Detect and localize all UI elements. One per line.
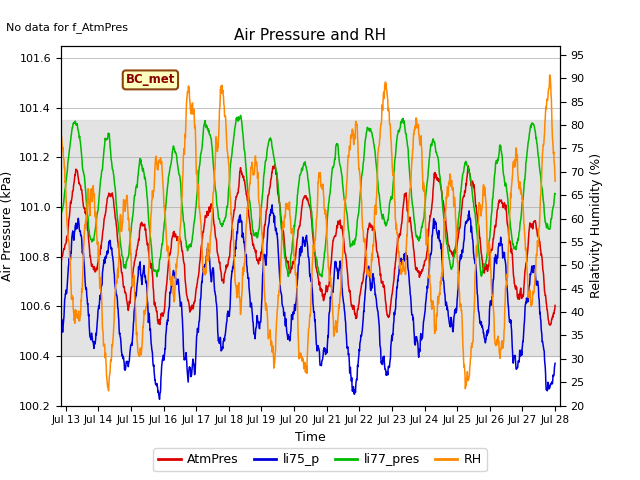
Title: Air Pressure and RH: Air Pressure and RH <box>234 28 387 43</box>
Legend: AtmPres, li75_p, li77_pres, RH: AtmPres, li75_p, li77_pres, RH <box>154 448 486 471</box>
Text: BC_met: BC_met <box>125 73 175 86</box>
Text: No data for f_AtmPres: No data for f_AtmPres <box>6 22 129 33</box>
Bar <box>61 120 560 356</box>
Y-axis label: Relativity Humidity (%): Relativity Humidity (%) <box>590 153 603 298</box>
X-axis label: Time: Time <box>295 431 326 444</box>
Y-axis label: Air Pressure (kPa): Air Pressure (kPa) <box>1 170 14 281</box>
